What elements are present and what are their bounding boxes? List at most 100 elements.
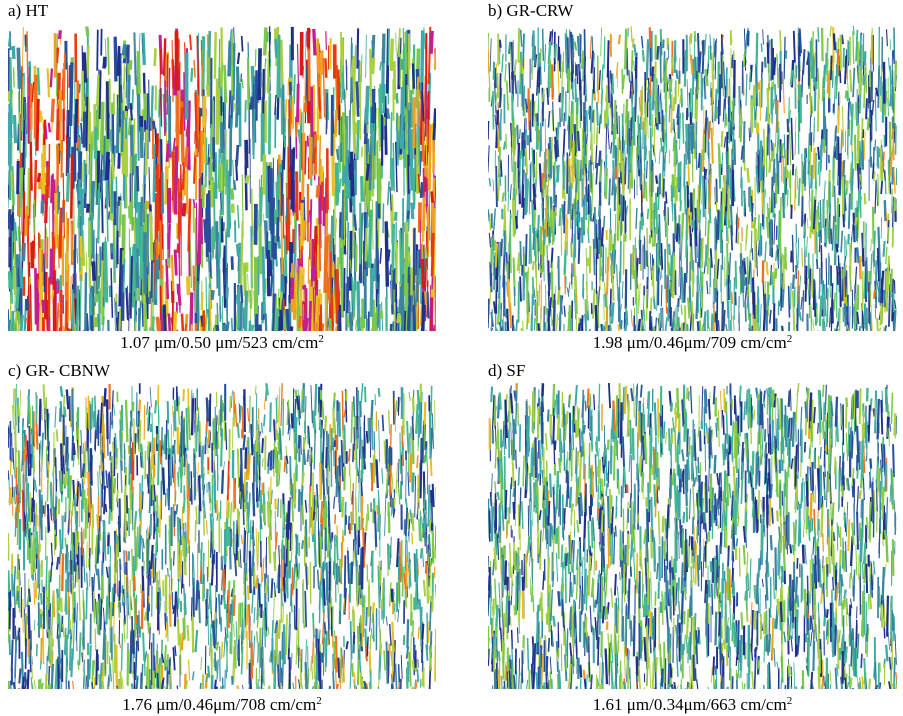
texture-streak: [593, 110, 594, 123]
texture-streak: [317, 629, 318, 640]
texture-streak: [70, 636, 71, 671]
texture-streak: [842, 35, 843, 45]
texture-streak: [705, 118, 706, 134]
texture-streak: [149, 80, 150, 142]
texture-streak: [496, 327, 497, 331]
texture-streak: [512, 42, 513, 80]
texture-streak: [810, 268, 811, 305]
texture-streak: [435, 48, 436, 70]
texture-streak: [892, 167, 893, 185]
texture-streak: [839, 91, 840, 103]
texture-streak: [844, 267, 845, 279]
texture-streak: [578, 36, 579, 56]
texture-streak: [85, 441, 86, 478]
texture-streak: [79, 204, 80, 228]
texture-streak: [101, 260, 102, 313]
texture-streak: [192, 398, 193, 435]
texture-streak: [184, 203, 185, 216]
texture-streak: [214, 550, 215, 564]
texture-streak: [221, 595, 222, 605]
texture-streak: [541, 226, 542, 254]
texture-streak: [120, 671, 121, 689]
texture-streak: [274, 419, 275, 441]
texture-streak: [353, 444, 354, 462]
texture-streak: [623, 74, 624, 89]
texture-streak: [860, 256, 861, 279]
texture-streak: [229, 90, 230, 128]
texture-streak: [593, 289, 594, 319]
texture-streak: [196, 630, 198, 652]
texture-streak: [161, 88, 162, 127]
texture-streak: [52, 176, 53, 204]
texture-streak: [501, 161, 502, 177]
texture-streak: [738, 217, 739, 228]
texture-streak: [493, 179, 494, 191]
texture-streak: [694, 56, 695, 82]
texture-streak: [489, 233, 490, 248]
texture-streak: [248, 585, 249, 600]
texture-streak: [209, 31, 210, 57]
texture-streak: [654, 124, 655, 151]
texture-streak: [352, 60, 353, 78]
texture-streak: [108, 37, 109, 75]
texture-streak: [895, 197, 896, 211]
texture-streak: [602, 65, 603, 90]
texture-streak: [669, 244, 670, 255]
texture-streak: [303, 268, 304, 285]
texture-streak: [100, 70, 101, 119]
texture-streak: [400, 433, 401, 474]
texture-streak: [890, 182, 891, 194]
texture-streak: [370, 635, 371, 651]
texture-streak: [697, 292, 698, 319]
texture-streak: [266, 383, 267, 395]
texture-streak: [680, 260, 681, 299]
texture-streak: [781, 287, 782, 311]
texture-streak: [604, 326, 605, 331]
texture-streak: [95, 127, 96, 159]
texture-streak: [96, 649, 97, 685]
texture-streak: [165, 434, 166, 454]
texture-streak: [726, 114, 727, 127]
texture-streak: [834, 293, 835, 311]
texture-streak: [785, 167, 786, 210]
texture-streak: [367, 177, 368, 209]
texture-streak: [80, 275, 81, 327]
texture-streak: [188, 625, 189, 641]
texture-streak: [651, 128, 652, 171]
texture-streak: [432, 413, 433, 449]
texture-streak: [221, 216, 222, 242]
texture-streak: [765, 57, 766, 68]
texture-streak: [654, 150, 655, 163]
texture-streak: [265, 27, 266, 55]
texture-streak: [706, 245, 707, 267]
texture-streak: [409, 285, 410, 331]
texture-streak: [850, 306, 851, 331]
texture-streak: [516, 216, 517, 229]
texture-streak: [393, 224, 394, 270]
texture-streak: [326, 31, 327, 50]
texture-streak: [51, 69, 52, 88]
texture-streak: [105, 242, 106, 303]
texture-streak: [77, 248, 78, 263]
panel-label: b) GR-CRW: [488, 2, 573, 20]
texture-streak: [43, 116, 44, 134]
texture-streak: [801, 297, 802, 310]
texture-streak: [564, 113, 565, 127]
texture-streak: [789, 286, 790, 318]
texture-streak: [534, 318, 535, 331]
texture-streak: [813, 148, 814, 179]
texture-streak: [285, 118, 286, 147]
texture-streak: [670, 79, 671, 89]
texture-streak: [700, 320, 701, 331]
texture-streak: [76, 99, 77, 143]
texture-streak: [526, 234, 527, 266]
texture-streak: [868, 117, 869, 130]
texture-streak: [855, 293, 856, 329]
texture-streak: [592, 51, 594, 74]
texture-streak: [529, 88, 530, 130]
texture-streak: [705, 217, 706, 236]
texture-streak: [666, 273, 667, 314]
texture-streak: [266, 313, 267, 331]
texture-streak: [716, 313, 717, 331]
texture-streak: [87, 97, 88, 151]
